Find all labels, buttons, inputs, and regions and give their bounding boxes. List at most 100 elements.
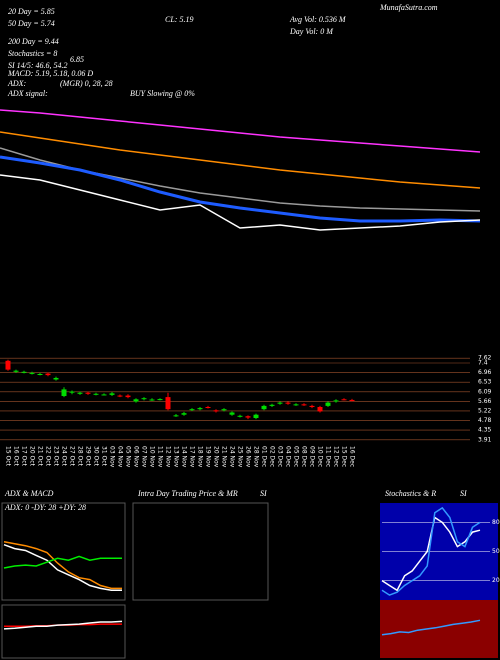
candle-body bbox=[93, 393, 99, 395]
y-tick-label: 4.35 bbox=[478, 427, 492, 434]
x-tick-label: 05 Dec bbox=[293, 446, 300, 467]
x-tick-label: 12 Dec bbox=[333, 446, 340, 467]
x-tick-label: 01 Dec bbox=[261, 446, 268, 467]
candle-body bbox=[13, 370, 19, 372]
series-line bbox=[0, 155, 481, 223]
y-tick-label: 50 bbox=[492, 548, 500, 555]
candle-body bbox=[117, 395, 123, 397]
candle-body bbox=[21, 371, 27, 373]
candle-body bbox=[341, 399, 347, 401]
x-tick-label: 28 Nov bbox=[253, 446, 260, 468]
candle-body bbox=[213, 410, 219, 412]
x-tick-label: 13 Nov bbox=[173, 446, 180, 468]
candle-body bbox=[181, 413, 187, 415]
y-tick-label: 5.22 bbox=[478, 407, 492, 414]
x-tick-label: 05 Nov bbox=[125, 446, 132, 468]
candle-body bbox=[245, 416, 251, 418]
candle-body bbox=[197, 408, 203, 410]
y-tick-label: 4.78 bbox=[478, 417, 492, 424]
candle-body bbox=[189, 409, 195, 411]
header-text: 6.85 bbox=[70, 55, 84, 64]
header-text: 50 Day = 5.74 bbox=[8, 19, 55, 28]
candle-body bbox=[101, 394, 107, 396]
candle-body bbox=[349, 399, 355, 401]
x-tick-label: 21 Oct bbox=[37, 446, 44, 467]
candle-body bbox=[37, 374, 43, 375]
series-line bbox=[0, 131, 481, 189]
candle-body bbox=[253, 414, 259, 418]
candle-body bbox=[53, 377, 59, 380]
panel-title: ADX & MACD bbox=[4, 489, 54, 498]
candle-body bbox=[301, 404, 307, 406]
x-tick-label: 11 Nov bbox=[157, 446, 164, 468]
candle-body bbox=[173, 415, 179, 417]
y-tick-label: 5.66 bbox=[478, 398, 492, 405]
x-tick-label: 10 Nov bbox=[149, 446, 156, 468]
candle-body bbox=[277, 402, 283, 404]
panel-title: Intra Day Trading Price & MR bbox=[137, 489, 238, 498]
x-tick-label: 21 Nov bbox=[221, 446, 228, 468]
candle-body bbox=[133, 399, 139, 402]
series-line bbox=[3, 555, 122, 569]
candle-body bbox=[229, 412, 235, 415]
x-tick-label: 17 Nov bbox=[189, 446, 196, 468]
x-tick-label: 20 Oct bbox=[29, 446, 36, 467]
x-tick-label: 29 Oct bbox=[85, 446, 92, 467]
header-text: MACD: 5.19, 5.18, 0.06 D bbox=[7, 69, 93, 78]
candle-body bbox=[77, 392, 83, 394]
x-tick-label: 27 Oct bbox=[69, 446, 76, 467]
candle-body bbox=[309, 405, 315, 407]
candle-body bbox=[125, 395, 131, 398]
panel-annotation: SI bbox=[260, 489, 267, 498]
header-text: MunafaSutra.com bbox=[379, 3, 438, 12]
x-tick-label: 22 Oct bbox=[45, 446, 52, 467]
candle-body bbox=[29, 372, 35, 374]
y-tick-label: 80 bbox=[492, 519, 500, 526]
candle-body bbox=[157, 399, 163, 401]
x-tick-label: 08 Dec bbox=[301, 446, 308, 467]
header-text: Avg Vol: 0.536 M bbox=[289, 15, 347, 24]
candle-body bbox=[165, 397, 171, 410]
rsi-panel bbox=[380, 600, 498, 658]
x-tick-label: 03 Nov bbox=[109, 446, 116, 468]
y-tick-label: 6.96 bbox=[478, 369, 492, 376]
panel-annotation: SI bbox=[460, 489, 467, 498]
x-tick-label: 17 Oct bbox=[21, 446, 28, 467]
intraday-panel bbox=[132, 502, 269, 601]
header-text: ADX: bbox=[7, 79, 27, 88]
series-line bbox=[3, 543, 122, 592]
macd-panel bbox=[1, 604, 126, 659]
x-tick-label: 24 Nov bbox=[229, 446, 236, 468]
candle-body bbox=[261, 405, 267, 410]
candle-body bbox=[293, 404, 299, 406]
x-tick-label: 16 Dec bbox=[349, 446, 356, 467]
x-tick-label: 15 Dec bbox=[341, 446, 348, 467]
series-line bbox=[0, 174, 481, 231]
panel-subtitle: ADX: 0 -DY: 28 +DY: 28 bbox=[4, 503, 86, 512]
candle-body bbox=[333, 400, 339, 402]
candle-body bbox=[61, 389, 67, 396]
y-tick-label: 20 bbox=[492, 577, 500, 584]
header-text: ADX signal: bbox=[7, 89, 48, 98]
header-text: CL: 5.19 bbox=[165, 15, 193, 24]
series-line bbox=[0, 147, 481, 212]
candle-body bbox=[85, 392, 91, 394]
x-tick-label: 04 Nov bbox=[117, 446, 124, 468]
candle-body bbox=[285, 402, 291, 404]
x-tick-label: 30 Oct bbox=[93, 446, 100, 467]
candle-body bbox=[69, 391, 75, 393]
x-tick-label: 11 Dec bbox=[325, 446, 332, 467]
header-text: SI 14/5: 46.6, 54.2 bbox=[8, 61, 68, 70]
candle-body bbox=[109, 393, 115, 395]
header-text: Day Vol: 0 M bbox=[289, 27, 334, 36]
candle-body bbox=[269, 404, 275, 406]
adx-panel bbox=[1, 502, 126, 601]
header-text: Stochastics = 8 bbox=[8, 49, 57, 58]
x-tick-label: 19 Nov bbox=[205, 446, 212, 468]
y-tick-label: 7.4 bbox=[478, 360, 488, 367]
candle-body bbox=[205, 407, 211, 408]
x-tick-label: 12 Nov bbox=[165, 446, 172, 468]
x-tick-label: 16 Oct bbox=[13, 446, 20, 467]
header-text: (MGR) 0, 28, 28 bbox=[60, 79, 113, 88]
series-line bbox=[0, 109, 481, 153]
